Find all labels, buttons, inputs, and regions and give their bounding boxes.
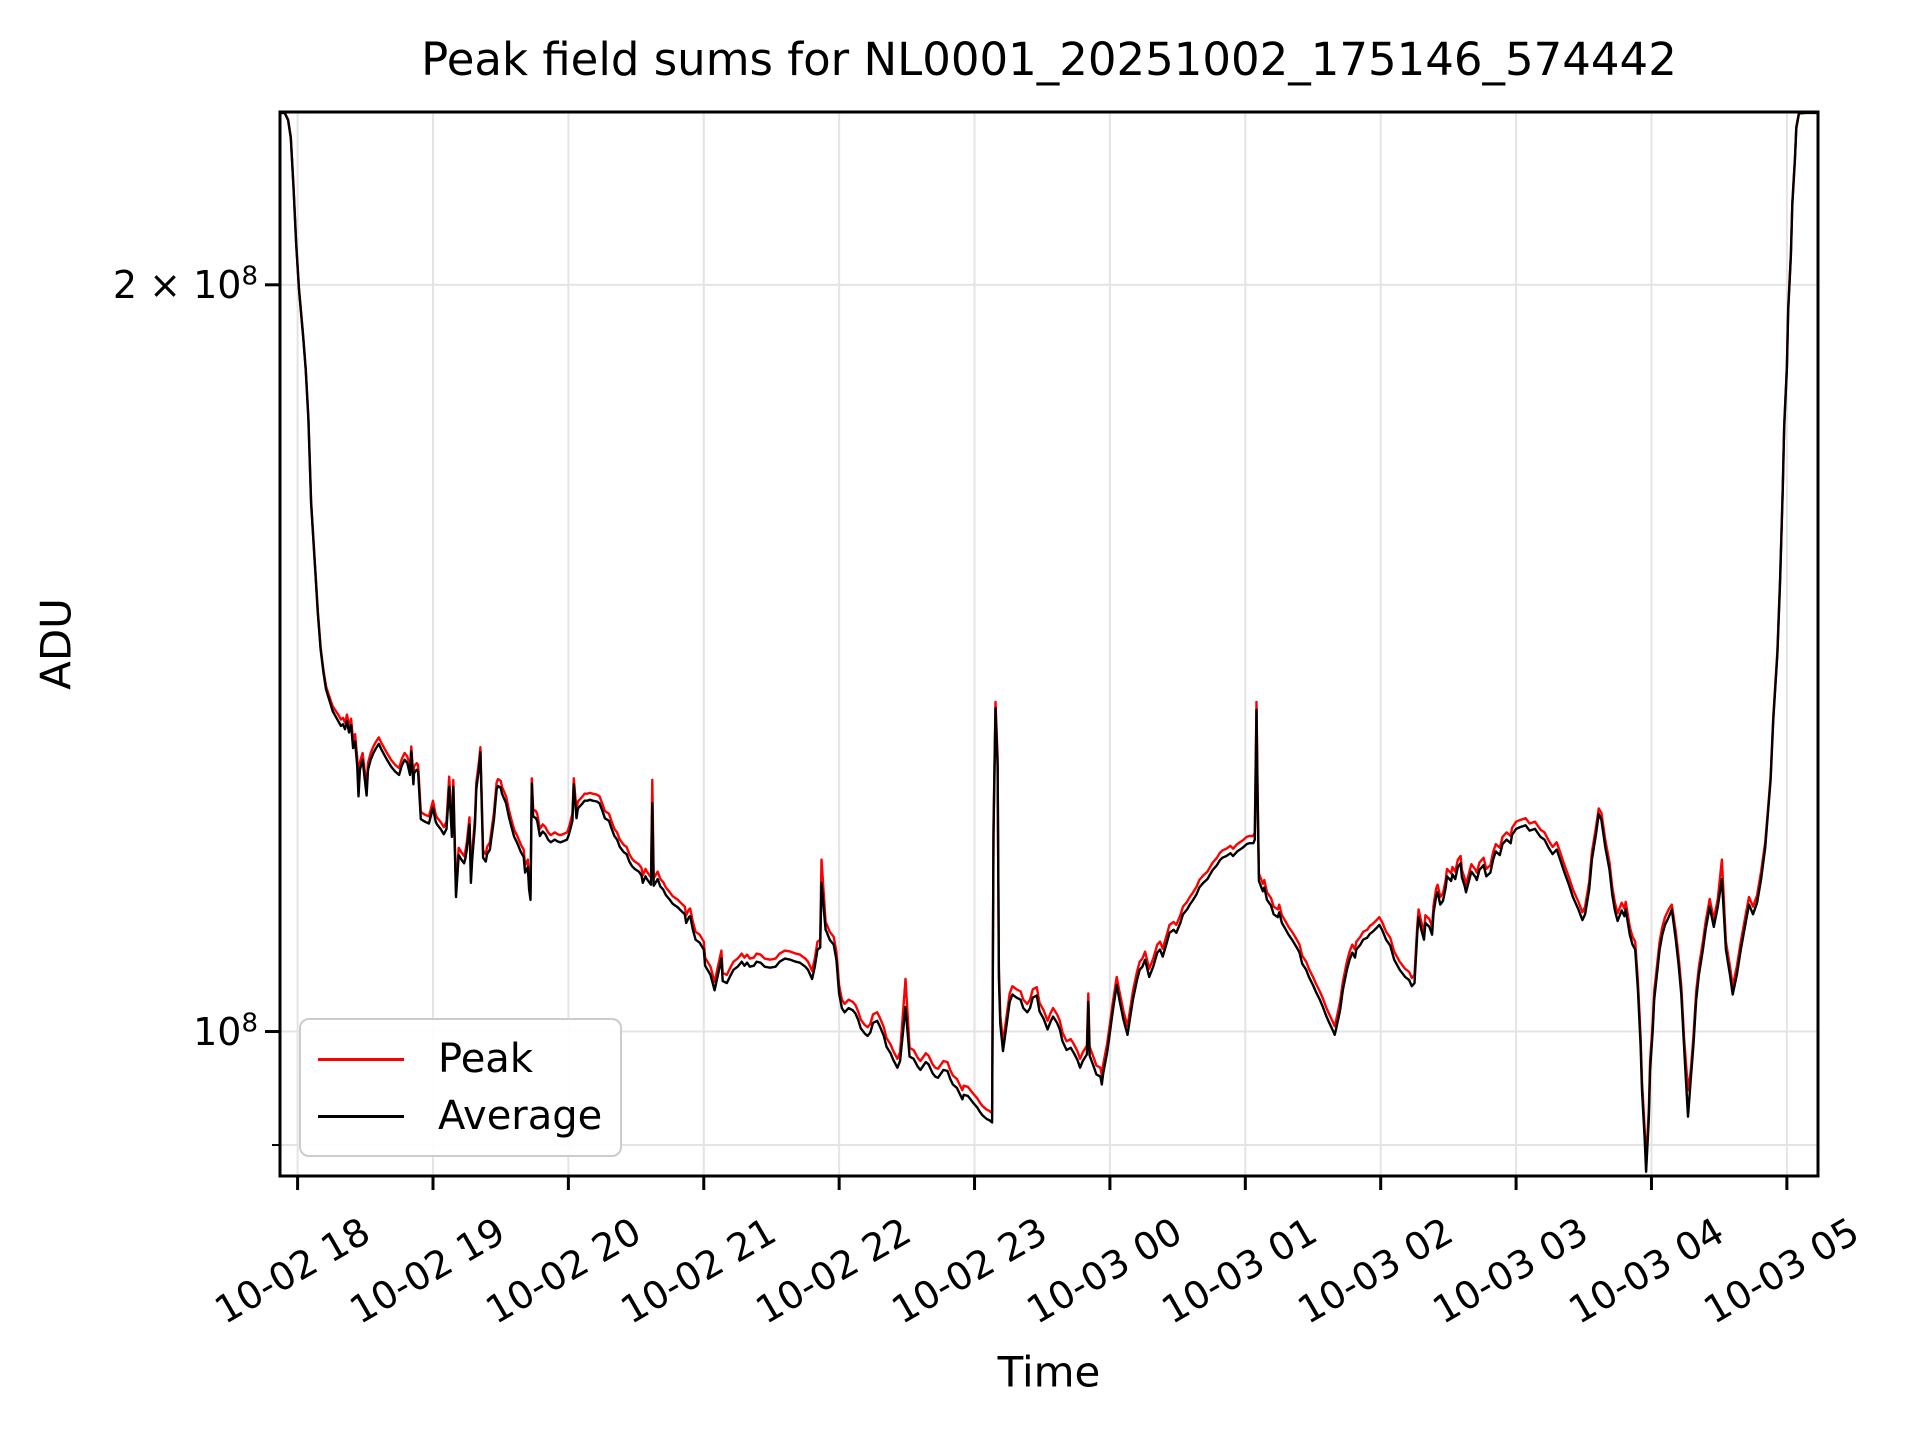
y-tick-label: 2 × 108 [112,261,258,307]
average-line-swatch [318,1114,404,1118]
peak-line [280,112,1817,1164]
chart-title: Peak field sums for NL0001_20251002_1751… [421,33,1677,86]
legend-label-peak: Peak [438,1036,533,1082]
average-line [280,112,1817,1173]
legend-item-average: Average [301,1096,620,1136]
legend: Peak Average [299,1018,622,1157]
y-tick-label: 108 [193,1007,258,1054]
legend-label-average: Average [438,1093,603,1139]
peak-line-swatch [318,1057,404,1061]
legend-item-peak: Peak [301,1039,620,1079]
x-axis-label: Time [997,1347,1101,1397]
y-axis-label: ADU [31,598,81,690]
axes-spines [278,110,1820,1178]
